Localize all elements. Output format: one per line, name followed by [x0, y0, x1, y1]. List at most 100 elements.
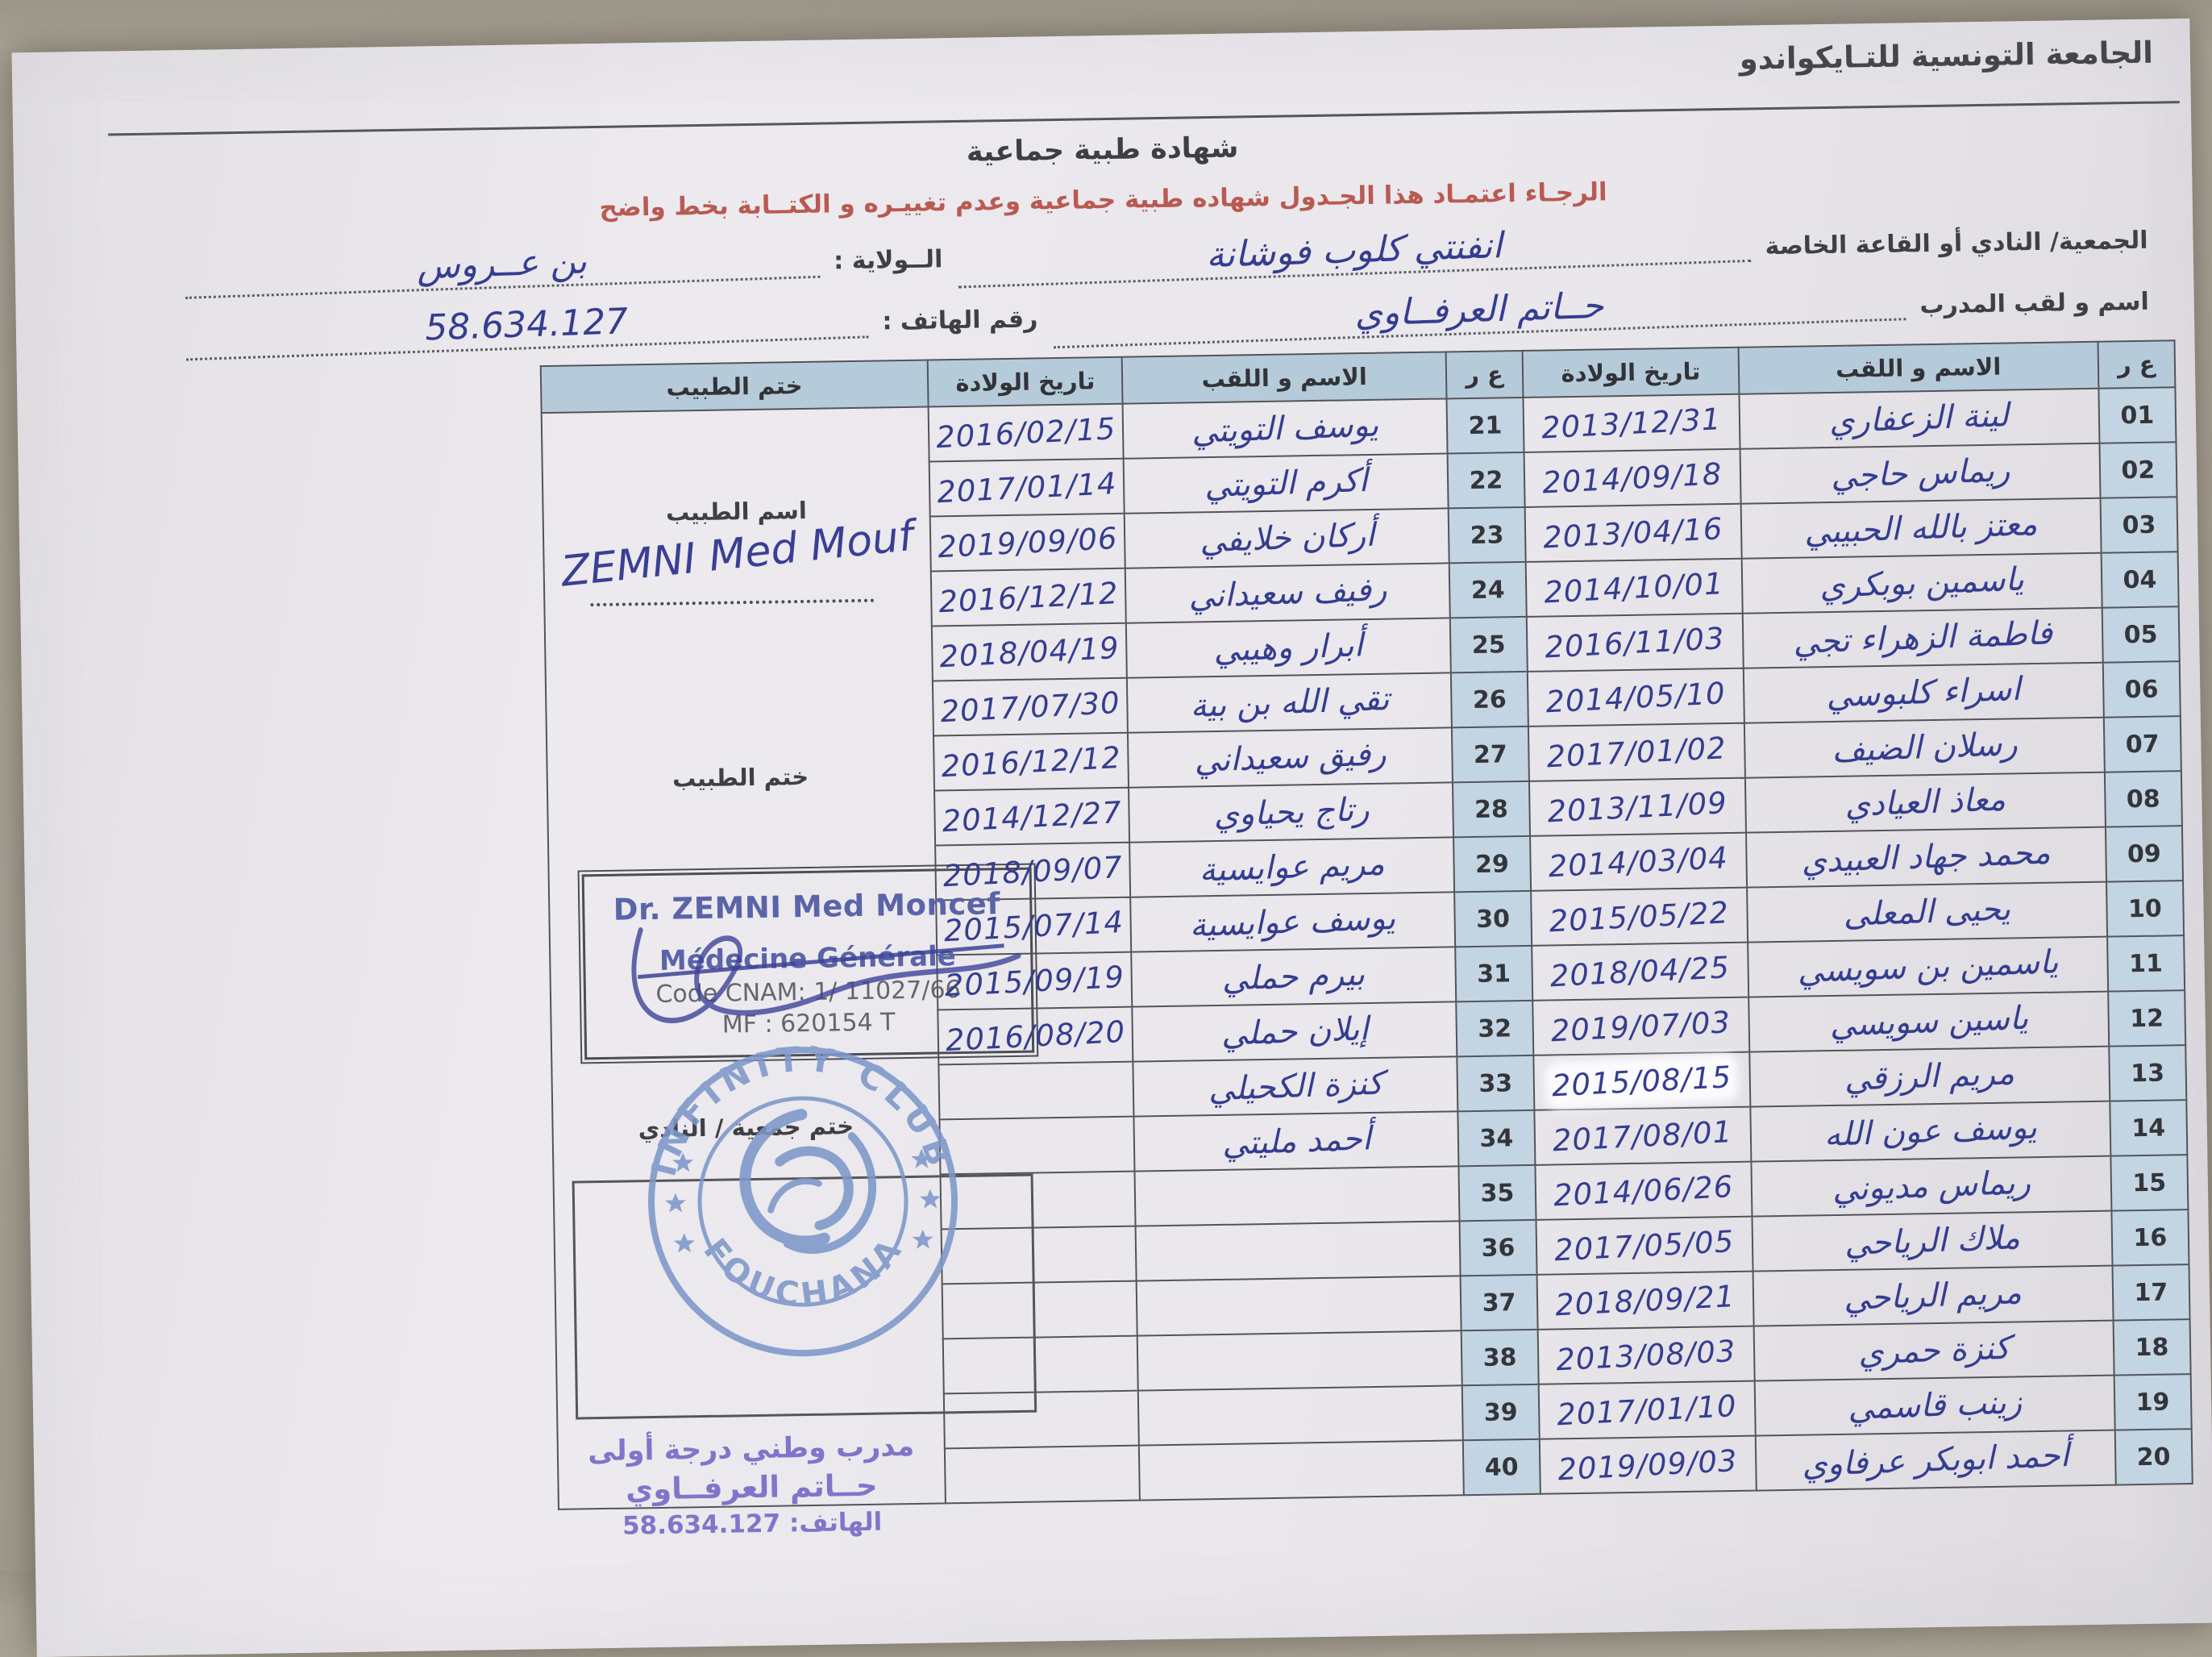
birth-date: 2016/12/12	[930, 568, 1127, 627]
row-number: 18	[2113, 1319, 2191, 1376]
coach-label: اسم و لقب المدرب	[1919, 287, 2149, 320]
athlete-name: مريم عوايسية	[1129, 837, 1454, 897]
athlete-name: يوسف عون الله	[1750, 1101, 2111, 1162]
scanned-document: الجامعة التونسية للتـايكواندو شهادة طبية…	[11, 18, 2212, 1657]
birth-date: 2018/09/07	[935, 842, 1131, 901]
doctor-stamp-label: ختم الطبيب	[672, 762, 809, 793]
athlete-name: ملاك الرياحي	[1752, 1210, 2113, 1272]
athlete-name: أحمد مليتي	[1133, 1111, 1459, 1172]
phoenix-icon	[738, 1109, 876, 1254]
athlete-name: اسراء كلبوسي	[1743, 662, 2104, 723]
birth-date: 2016/12/12	[933, 732, 1129, 791]
birth-date: 2017/01/14	[929, 458, 1125, 517]
row-number: 40	[1462, 1438, 1540, 1496]
birth-date: 2017/01/10	[1538, 1380, 1756, 1439]
row-number: 23	[1448, 506, 1526, 564]
athlete-name: يحيى المعلى	[1746, 881, 2107, 943]
athlete-name: رفيف سعيداني	[1125, 563, 1450, 623]
row-number: 31	[1454, 945, 1533, 1002]
athlete-name	[1138, 1385, 1463, 1446]
athlete-name: ياسين سويسي	[1748, 991, 2109, 1052]
athlete-name: مريم الرزقي	[1748, 1046, 2110, 1107]
signature-dotted-line	[589, 598, 875, 607]
birth-date	[939, 1116, 1135, 1175]
birth-date	[938, 1061, 1134, 1120]
row-number: 11	[2106, 935, 2185, 992]
club-value: انفنتي كلوب فوشانة	[956, 216, 1752, 289]
coach-phone-line: اسم و لقب المدرب حــاتم العرفــاوي رقم ا…	[185, 275, 2150, 361]
athlete-name: معتز بالله الحبيبي	[1740, 498, 2102, 559]
row-number: 14	[2110, 1100, 2188, 1156]
birth-date: 2016/11/03	[1526, 613, 1744, 672]
athlete-name: محمد جهاد العبيدي	[1745, 826, 2106, 888]
row-number: 30	[1453, 890, 1532, 947]
roster-table: ع ر الاسم و اللقب تاريخ الولادة ع ر الاس…	[539, 339, 2193, 1541]
row-number: 34	[1457, 1110, 1536, 1167]
col-header-num: ع ر	[2098, 340, 2176, 389]
row-number: 15	[2110, 1155, 2189, 1211]
birth-date: 2014/10/01	[1525, 558, 1743, 617]
row-number: 22	[1447, 452, 1525, 509]
birth-date: 2018/09/21	[1536, 1271, 1754, 1330]
row-number: 37	[1460, 1274, 1538, 1331]
club-seal-stamp: INFINITY CLUB FOUCHANA	[641, 1038, 961, 1357]
row-number: 04	[2101, 552, 2179, 608]
row-number: 33	[1457, 1055, 1535, 1112]
birth-date: 2017/01/02	[1528, 722, 1745, 781]
row-number: 01	[2098, 387, 2177, 443]
birth-date: 2013/08/03	[1537, 1326, 1755, 1384]
row-number: 24	[1449, 561, 1527, 618]
athlete-name	[1135, 1221, 1461, 1281]
row-number: 19	[2114, 1374, 2192, 1430]
athlete-name: كنزة حمري	[1753, 1320, 2114, 1381]
birth-date: 2017/07/30	[933, 677, 1129, 736]
birth-date: 2013/04/16	[1524, 503, 1742, 562]
athlete-name	[1137, 1330, 1462, 1391]
col-header-dob: تاريخ الولادة	[927, 356, 1123, 407]
row-number: 08	[2104, 771, 2182, 827]
row-number: 10	[2106, 881, 2185, 937]
birth-date	[944, 1445, 1141, 1504]
row-number: 12	[2107, 990, 2186, 1047]
birth-date: 2018/04/25	[1532, 942, 1748, 1001]
doctor-stamp-area: اسم الطبيب ZEMNI Med Mouf ختم الطبيب Dr.…	[542, 408, 1038, 1541]
row-number: 17	[2112, 1264, 2190, 1321]
athlete-name	[1137, 1276, 1462, 1336]
athlete-name: أحمد ابوبكر عرفاوي	[1755, 1430, 2116, 1491]
birth-date: 2018/04/19	[931, 622, 1128, 681]
row-number: 29	[1453, 835, 1532, 893]
row-number: 28	[1452, 781, 1531, 838]
athlete-name: رفيق سعيداني	[1128, 727, 1453, 788]
col-header-doctor-stamp: ختم الطبيب	[540, 360, 929, 414]
row-number: 07	[2103, 716, 2181, 772]
athlete-name: إيلان حملي	[1132, 1001, 1457, 1062]
row-number: 20	[2114, 1429, 2193, 1485]
coach-value: حــاتم العرفــاوي	[1051, 275, 1906, 349]
athlete-name: أركان خلايفي	[1125, 508, 1449, 568]
birth-date: 2019/09/06	[929, 513, 1126, 572]
athlete-name: ريماس حاجي	[1740, 443, 2101, 504]
birth-date: 2014/06/26	[1535, 1161, 1753, 1220]
row-number: 36	[1459, 1219, 1537, 1276]
athlete-name	[1139, 1440, 1464, 1501]
athlete-name: ريماس مديوني	[1751, 1155, 2112, 1217]
birth-date: 2015/08/15	[1533, 1051, 1751, 1110]
federation-title: الجامعة التونسية للتـايكواندو	[1739, 35, 2154, 77]
doctor-stamp-column: اسم الطبيب ZEMNI Med Mouf ختم الطبيب Dr.…	[541, 406, 1038, 1541]
row-number: 06	[2102, 661, 2181, 718]
birth-date: 2015/05/22	[1531, 887, 1748, 946]
phone-label: رقم الهاتف :	[882, 305, 1038, 336]
birth-date: 2017/08/01	[1534, 1106, 1752, 1165]
coach-stamp-phone: الهاتف: 58.634.127	[622, 1507, 883, 1541]
athlete-name: يوسف التويتي	[1122, 398, 1448, 459]
athlete-name: تقي الله بن بية	[1127, 672, 1452, 733]
row-number: 16	[2111, 1209, 2189, 1266]
athlete-name: أبرار وهيبي	[1126, 618, 1451, 678]
club-label: الجمعية/ النادي أو القاعة الخاصة	[1765, 226, 2148, 261]
coach-stamp: مدرب وطني درجة أولى حــاتم العرفــاوي ال…	[558, 1430, 946, 1542]
birth-date: 2013/12/31	[1523, 393, 1740, 452]
row-number: 38	[1461, 1329, 1539, 1386]
row-number: 39	[1462, 1384, 1540, 1441]
birth-date: 2019/07/03	[1532, 997, 1749, 1055]
row-number: 25	[1449, 616, 1528, 673]
